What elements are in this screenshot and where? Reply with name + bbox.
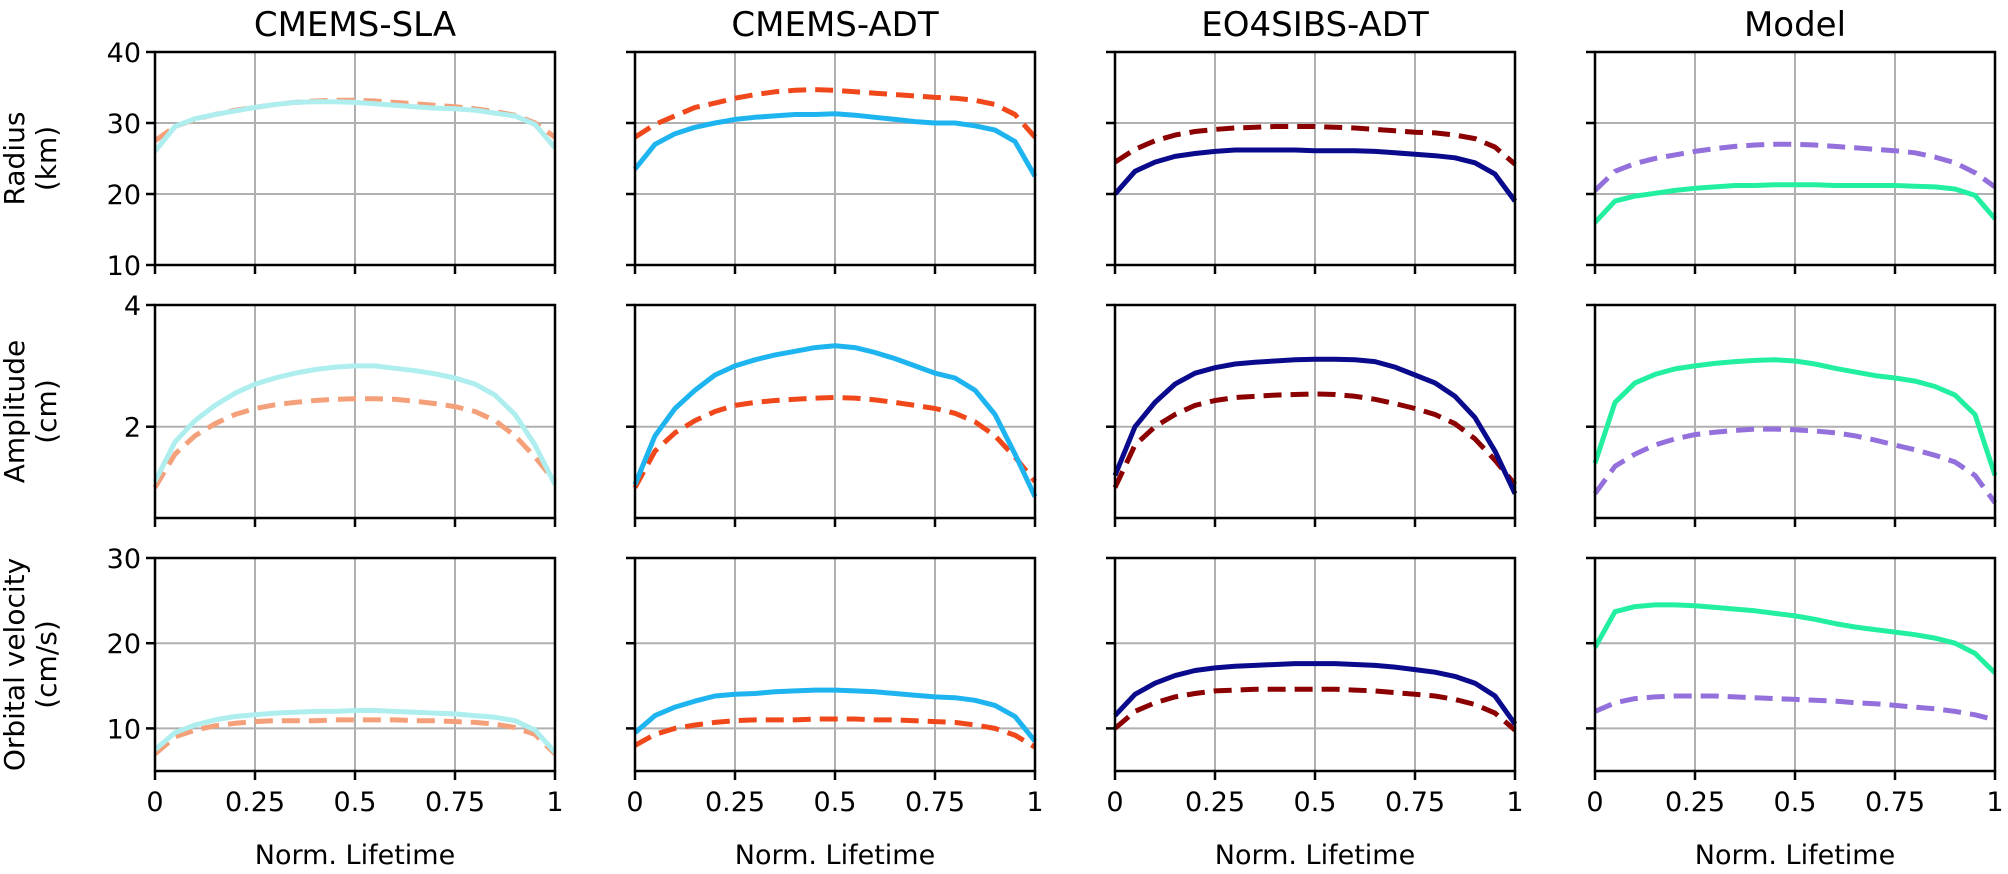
series-line-solid	[1113, 147, 1518, 203]
y-tick-label: 4	[124, 291, 141, 322]
x-tick-label: 1	[1026, 787, 1043, 818]
x-tick-label: 0.25	[1665, 787, 1725, 818]
x-tick-label: 0.5	[1294, 787, 1337, 818]
x-axis-label: Norm. Lifetime	[1215, 840, 1415, 871]
series-line-solid	[632, 343, 1038, 498]
x-tick-label: 0.75	[1385, 787, 1445, 818]
x-tick-label: 0.75	[1865, 787, 1925, 818]
series-line-solid	[633, 111, 1038, 178]
row-label-amplitude-line1: Amplitude	[0, 340, 31, 484]
y-tick-label: 30	[107, 109, 141, 140]
panel-r2-model	[1586, 303, 1998, 527]
series-line-solid	[153, 708, 557, 754]
column-title-model: Model	[1744, 5, 1846, 45]
x-tick-label: 0	[626, 787, 643, 818]
series-line-solid	[633, 687, 1037, 743]
x-tick-label: 0.25	[1185, 787, 1245, 818]
panel-r1-eo4sibs-adt	[1106, 50, 1518, 274]
y-tick-label: 10	[107, 714, 141, 745]
x-tick-label: 0.75	[905, 787, 965, 818]
x-tick-label: 0.25	[225, 787, 285, 818]
series-line-solid	[1592, 357, 1998, 477]
row-label-radius-line1: Radius	[0, 112, 31, 206]
series-line-solid	[1593, 182, 1997, 225]
x-tick-label: 0.5	[1774, 787, 1817, 818]
panel-r2-cmems-adt	[626, 303, 1038, 527]
series-line-dashed	[152, 396, 557, 489]
series-line-solid	[1113, 661, 1518, 726]
row-label-radius-line2: (km)	[30, 126, 63, 191]
series-line-solid	[1112, 356, 1518, 495]
column-title-cmems-sla: CMEMS-SLA	[254, 5, 456, 45]
x-axis-label: Norm. Lifetime	[735, 840, 935, 871]
y-tick-label: 20	[107, 180, 141, 211]
column-titles: CMEMS-SLA CMEMS-ADT EO4SIBS-ADT Model	[254, 5, 1846, 45]
y-tick-label: 30	[107, 544, 141, 575]
x-tick-label: 0.5	[334, 787, 377, 818]
x-tick-label: 0.5	[814, 787, 857, 818]
series-line-dashed	[1592, 426, 1998, 505]
panel-r2-eo4sibs-adt	[1106, 303, 1518, 527]
row-label-radius: Radius (km)	[0, 112, 63, 206]
y-tick-label: 10	[107, 251, 141, 282]
panel-r1-cmems-sla: 10 20 30 40	[107, 38, 557, 282]
x-tick-label: 0.75	[425, 787, 485, 818]
series-line-dashed	[1594, 693, 1996, 723]
panel-r1-cmems-adt	[626, 50, 1038, 274]
y-tick-label: 40	[107, 38, 141, 69]
column-title-eo4sibs-adt: EO4SIBS-ADT	[1201, 5, 1429, 45]
series-line-solid	[153, 99, 557, 153]
row-label-orbital-velocity: Orbital velocity (cm/s)	[0, 558, 63, 771]
panel-r3-model: 0 0.25 0.5 0.75 1 Norm. Lifetime	[1586, 556, 2004, 871]
series-line-solid	[152, 363, 558, 486]
panel-r1-model	[1586, 50, 1997, 274]
column-title-cmems-adt: CMEMS-ADT	[731, 5, 938, 45]
series-line-dashed	[1113, 124, 1517, 167]
row-label-orbital-velocity-line1: Orbital velocity	[0, 558, 31, 771]
series-line-dashed	[633, 716, 1037, 750]
row-label-amplitude-line2: (cm)	[30, 379, 63, 444]
series-line-dashed	[153, 717, 557, 756]
y-tick-label: 20	[107, 629, 141, 660]
series-line-solid	[1592, 602, 1997, 675]
x-tick-label: 0.25	[705, 787, 765, 818]
panel-r2-cmems-sla: 24	[124, 291, 558, 527]
row-label-orbital-velocity-line2: (cm/s)	[30, 620, 63, 709]
panel-r3-cmems-adt: 0 0.25 0.5 0.75 1 Norm. Lifetime	[626, 556, 1044, 871]
x-tick-label: 0	[1106, 787, 1123, 818]
x-tick-label: 1	[546, 787, 563, 818]
row-labels: Radius (km)Amplitude (cm)Orbital velocity(…	[0, 112, 63, 772]
x-axis-label: Norm. Lifetime	[1695, 840, 1895, 871]
row-label-amplitude: Amplitude (cm)	[0, 340, 63, 484]
y-tick-label: 2	[124, 413, 141, 444]
x-tick-label: 1	[1986, 787, 2003, 818]
x-tick-label: 1	[1506, 787, 1523, 818]
panel-r3-cmems-sla: 0 0.25 0.5 0.75 1 10 20 30 Norm. Lifetime	[107, 544, 564, 871]
x-tick-label: 0	[1586, 787, 1603, 818]
x-tick-label: 0	[146, 787, 163, 818]
panel-r3-eo4sibs-adt: 0 0.25 0.5 0.75 1 Norm. Lifetime	[1106, 556, 1524, 871]
x-axis-label: Norm. Lifetime	[255, 840, 455, 871]
